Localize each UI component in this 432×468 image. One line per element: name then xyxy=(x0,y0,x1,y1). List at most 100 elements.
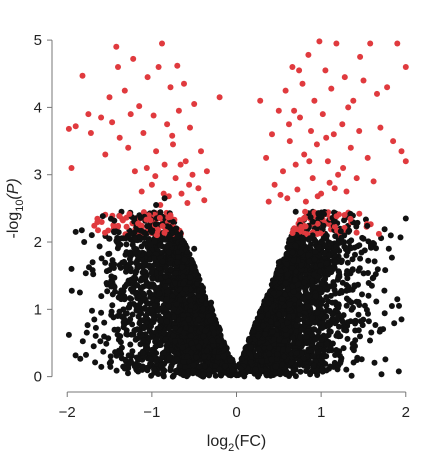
data-point xyxy=(305,252,312,259)
data-point xyxy=(153,202,160,208)
data-point xyxy=(170,306,177,313)
data-point xyxy=(289,230,296,236)
data-point xyxy=(156,290,163,297)
data-point xyxy=(187,302,194,309)
data-point xyxy=(314,349,321,356)
data-point xyxy=(144,367,151,374)
x-axis-label: log2(FC) xyxy=(207,433,266,454)
significant-point xyxy=(257,97,264,104)
data-point xyxy=(151,238,158,245)
data-point xyxy=(327,328,334,335)
data-point xyxy=(123,281,130,288)
data-point xyxy=(200,371,207,378)
data-point xyxy=(99,213,106,220)
x-tick-label: −1 xyxy=(143,404,160,421)
data-point xyxy=(344,268,351,275)
data-point xyxy=(344,259,351,266)
significant-point xyxy=(140,130,147,136)
significant-point xyxy=(324,158,331,165)
data-point xyxy=(391,320,398,327)
significant-point xyxy=(186,181,193,188)
significant-point xyxy=(153,148,160,155)
data-point xyxy=(199,289,205,296)
data-point xyxy=(149,283,156,290)
data-point xyxy=(331,287,338,293)
significant-point xyxy=(299,80,306,87)
data-point xyxy=(276,336,283,343)
data-point xyxy=(331,223,338,230)
significant-point xyxy=(370,178,377,185)
data-point xyxy=(394,296,401,303)
significant-point xyxy=(311,97,318,104)
data-point xyxy=(323,340,330,347)
data-point xyxy=(190,362,197,369)
data-point xyxy=(158,317,165,324)
data-point xyxy=(377,326,384,333)
data-point xyxy=(143,312,149,319)
significant-point xyxy=(182,158,189,165)
data-point xyxy=(123,249,130,256)
data-point xyxy=(318,301,325,308)
significant-point xyxy=(291,107,298,114)
data-point xyxy=(357,255,364,262)
significant-point xyxy=(364,154,371,161)
significant-point xyxy=(116,134,123,141)
significant-point xyxy=(345,104,352,111)
data-point xyxy=(172,280,179,287)
data-point xyxy=(184,248,191,255)
data-point xyxy=(263,295,270,302)
data-point xyxy=(131,235,138,242)
data-point xyxy=(331,282,338,289)
data-point xyxy=(352,251,358,258)
data-point xyxy=(107,353,114,360)
data-point xyxy=(169,373,176,380)
data-point xyxy=(297,368,304,375)
data-point xyxy=(189,370,196,377)
data-point xyxy=(382,356,389,363)
data-point xyxy=(72,352,79,359)
data-point xyxy=(273,355,280,362)
data-point xyxy=(151,255,157,261)
data-point xyxy=(263,357,270,364)
data-point xyxy=(304,364,311,371)
data-point xyxy=(95,227,101,234)
significant-point xyxy=(357,53,364,60)
data-point xyxy=(163,296,170,303)
significant-point xyxy=(216,94,223,101)
data-point xyxy=(188,340,195,347)
significant-point xyxy=(356,128,363,134)
x-axis-label-prefix: log xyxy=(207,433,228,450)
data-point xyxy=(362,216,369,223)
data-point xyxy=(140,209,147,216)
data-point xyxy=(166,354,173,361)
data-point xyxy=(187,297,194,304)
data-point xyxy=(180,280,187,287)
data-point xyxy=(122,264,129,271)
data-point xyxy=(373,298,380,305)
data-point xyxy=(189,265,195,272)
data-point xyxy=(348,372,355,379)
data-point xyxy=(310,362,317,369)
data-point xyxy=(301,215,308,222)
data-point xyxy=(162,264,169,271)
data-point xyxy=(141,240,148,247)
data-point xyxy=(173,225,180,232)
data-point xyxy=(191,245,198,252)
data-point xyxy=(141,305,148,311)
significant-point xyxy=(195,185,202,192)
data-point xyxy=(313,367,320,374)
data-point xyxy=(258,367,265,374)
significant-point xyxy=(353,175,360,182)
data-point xyxy=(306,244,313,251)
significant-point xyxy=(402,64,409,70)
data-point xyxy=(123,241,130,248)
data-point xyxy=(248,359,254,366)
data-point xyxy=(306,235,313,242)
data-point xyxy=(128,295,135,302)
points-layer xyxy=(65,38,409,380)
data-point xyxy=(309,314,316,321)
data-point xyxy=(100,348,107,355)
data-point xyxy=(319,324,326,331)
data-point xyxy=(116,241,123,248)
data-point xyxy=(349,267,356,274)
